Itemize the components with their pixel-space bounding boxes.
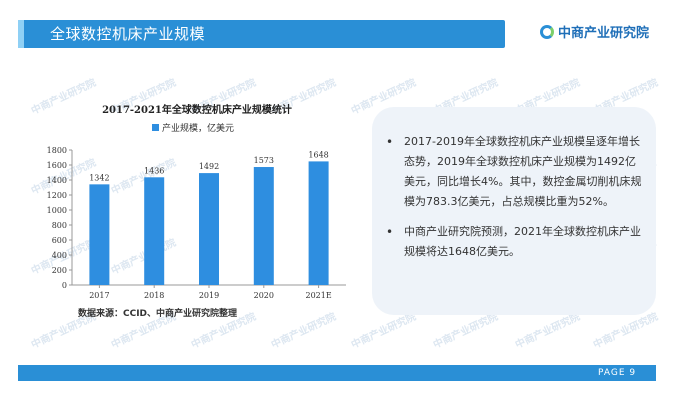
bullet-item: • 2017-2019年全球数控机床产业规模呈逐年增长态势，2019年全球数控机床… bbox=[384, 132, 646, 212]
data-label: 1573 bbox=[254, 156, 274, 165]
header-bar bbox=[18, 20, 505, 48]
page-number: PAGE 9 bbox=[598, 368, 637, 378]
bar bbox=[253, 167, 274, 285]
y-tick-label: 1000 bbox=[47, 206, 67, 215]
x-tick-label: 2019 bbox=[199, 291, 219, 300]
data-label: 1648 bbox=[308, 150, 328, 159]
bar bbox=[144, 177, 165, 285]
bullet-text: 2017-2019年全球数控机床产业规模呈逐年增长态势，2019年全球数控机床产… bbox=[404, 135, 642, 208]
data-label: 1342 bbox=[89, 173, 109, 182]
y-tick-label: 400 bbox=[52, 251, 67, 260]
text-panel bbox=[372, 107, 656, 315]
bullet-text: 中商产业研究院预测，2021年全球数控机床产业规模将达1648亿美元。 bbox=[404, 225, 641, 258]
footer-bar bbox=[18, 365, 656, 381]
y-tick-label: 1200 bbox=[47, 191, 67, 200]
bullet-list: • 2017-2019年全球数控机床产业规模呈逐年增长态势，2019年全球数控机床… bbox=[384, 132, 646, 272]
x-tick-label: 2018 bbox=[144, 291, 164, 300]
chart-title: 2017-2021年全球数控机床产业规模统计 bbox=[102, 103, 292, 116]
y-tick-label: 200 bbox=[52, 266, 67, 275]
y-tick-label: 600 bbox=[52, 236, 67, 245]
brand-name: 中商产业研究院 bbox=[558, 26, 650, 41]
bar bbox=[89, 184, 110, 285]
bar bbox=[308, 161, 329, 285]
brand-logo-icon bbox=[540, 25, 554, 39]
y-tick-label: 1800 bbox=[47, 146, 67, 155]
bullet-dot: • bbox=[386, 135, 394, 149]
brand-logo: 中商产业研究院 bbox=[540, 24, 649, 44]
x-tick-label: 2020 bbox=[254, 291, 274, 300]
page-title: 全球数控机床产业规模 bbox=[50, 25, 206, 43]
legend-swatch bbox=[152, 124, 159, 131]
header-accent bbox=[18, 20, 24, 48]
y-tick-label: 1600 bbox=[47, 161, 67, 170]
data-label: 1436 bbox=[144, 166, 164, 175]
y-tick-label: 0 bbox=[62, 281, 67, 290]
y-tick-label: 1400 bbox=[47, 176, 67, 185]
y-tick-label: 800 bbox=[52, 221, 67, 230]
legend-label: 产业规模，亿美元 bbox=[162, 122, 234, 134]
bullet-dot: • bbox=[386, 225, 394, 239]
bar bbox=[199, 173, 219, 285]
x-tick-label: 2017 bbox=[89, 291, 109, 300]
x-tick-label: 2021E bbox=[305, 291, 331, 300]
data-label: 1492 bbox=[199, 162, 219, 171]
source-note: 数据来源：CCID、中商产业研究院整理 bbox=[78, 309, 238, 319]
bullet-item: • 中商产业研究院预测，2021年全球数控机床产业规模将达1648亿美元。 bbox=[384, 222, 646, 262]
